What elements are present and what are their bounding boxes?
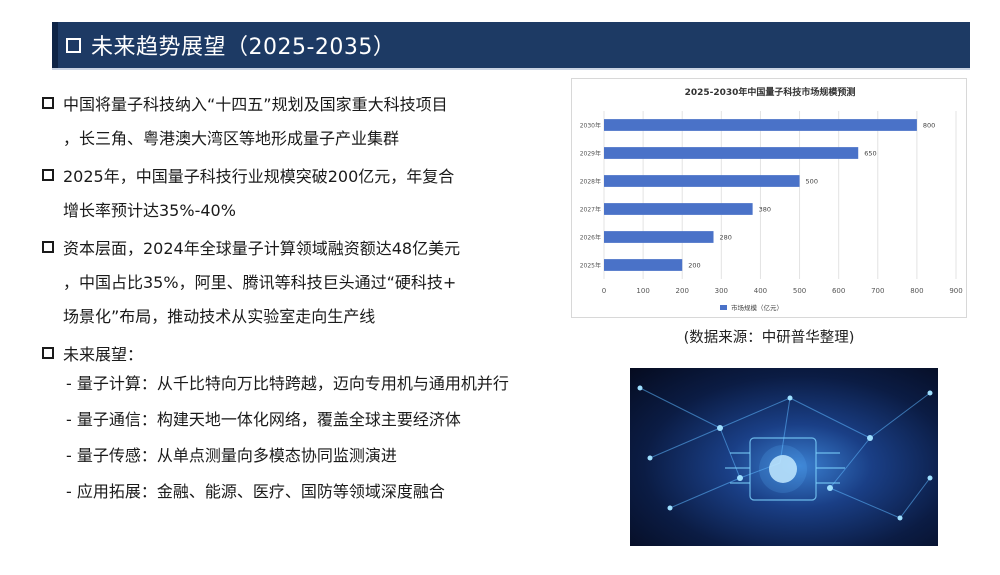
bullet-line: 未来展望：	[63, 345, 144, 364]
hollow-square-icon	[66, 37, 81, 53]
data-label: 200	[688, 262, 700, 270]
outlook-sub-list: - 量子计算：从千比特向万比特跨越，迈向专用机与通用机并行 - 量子通信：构建天地…	[66, 366, 606, 510]
x-tick-label: 800	[910, 287, 923, 295]
bar	[604, 147, 859, 159]
bullet-text: 资本层面，2024年全球量子计算领域融资额达48亿美元 ，中国占比35%，阿里、腾…	[63, 232, 543, 334]
bar	[604, 231, 714, 243]
x-tick-label: 400	[754, 287, 767, 295]
bullet-item: 中国将量子科技纳入“十四五”规划及国家重大科技项目 ，长三角、粤港澳大湾区等地形成…	[42, 88, 562, 156]
bullet-item: 未来展望：	[42, 338, 562, 372]
bullet-list: 中国将量子科技纳入“十四五”规划及国家重大科技项目 ，长三角、粤港澳大湾区等地形成…	[42, 88, 562, 376]
x-tick-label: 100	[636, 287, 649, 295]
circuit-network-image	[630, 368, 938, 546]
bullet-item: 2025年，中国量子科技行业规模突破200亿元，年复合 增长率预计达35%-40%	[42, 160, 562, 228]
x-tick-label: 200	[676, 287, 689, 295]
legend-swatch	[720, 305, 727, 310]
bar	[604, 175, 800, 187]
data-label: 500	[806, 178, 818, 186]
bar	[604, 259, 683, 271]
outlook-sub-item: - 量子计算：从千比特向万比特跨越，迈向专用机与通用机并行	[66, 374, 509, 393]
page-title: 未来趋势展望（2025-2035）	[91, 35, 396, 60]
x-tick-label: 500	[793, 287, 806, 295]
source-note: (数据来源：中研普华整理)	[683, 330, 855, 346]
x-tick-label: 900	[949, 287, 962, 295]
hollow-square-icon	[42, 347, 54, 359]
bar	[604, 203, 753, 215]
chart-svg: 2025-2030年中国量子科技市场规模预测 0 100 200 300 400 500 60…	[580, 86, 963, 312]
legend-label: 市场规模（亿元）	[731, 303, 783, 312]
y-tick-label: 2027年	[580, 206, 601, 214]
y-tick-label: 2029年	[580, 150, 601, 158]
y-tick-label: 2028年	[580, 178, 601, 186]
bullet-line: 增长率预计达35%-40%	[63, 201, 236, 220]
y-tick-label: 2025年	[580, 262, 601, 270]
bullet-item: 资本层面，2024年全球量子计算领域融资额达48亿美元 ，中国占比35%，阿里、腾…	[42, 232, 562, 334]
data-label: 800	[923, 122, 935, 130]
x-tick-label: 300	[715, 287, 728, 295]
bullet-text: 中国将量子科技纳入“十四五”规划及国家重大科技项目 ，长三角、粤港澳大湾区等地形成…	[63, 88, 543, 156]
bullet-line: ，中国占比35%，阿里、腾讯等科技巨头通过“硬科技+	[63, 273, 457, 292]
market-chart: 2025-2030年中国量子科技市场规模预测 0 100 200 300 400 500 60…	[571, 78, 967, 318]
bullet-text: 2025年，中国量子科技行业规模突破200亿元，年复合 增长率预计达35%-40%	[63, 160, 543, 228]
data-label: 650	[864, 150, 876, 158]
y-tick-label: 2030年	[580, 122, 601, 130]
bullet-line: 资本层面，2024年全球量子计算领域融资额达48亿美元	[63, 239, 461, 258]
circuit-network-icon	[637, 385, 933, 521]
data-label: 280	[720, 234, 732, 242]
hollow-square-icon	[42, 97, 54, 109]
x-tick-label: 700	[871, 287, 884, 295]
hollow-square-icon	[42, 169, 54, 181]
bullet-text: 未来展望：	[63, 338, 543, 372]
outlook-sub-item: - 量子传感：从单点测量向多模态协同监测演进	[66, 446, 397, 465]
bullet-line: 中国将量子科技纳入“十四五”规划及国家重大科技项目	[63, 95, 448, 114]
outlook-sub-item: - 量子通信：构建天地一体化网络，覆盖全球主要经济体	[66, 410, 461, 429]
bullet-line: 场景化”布局，推动技术从实验室走向生产线	[63, 307, 376, 326]
outlook-sub-item: - 应用拓展：金融、能源、医疗、国防等领域深度融合	[66, 482, 445, 501]
x-tick-label: 600	[832, 287, 845, 295]
bar	[604, 119, 917, 131]
hollow-square-icon	[42, 241, 54, 253]
y-tick-label: 2026年	[580, 234, 601, 242]
title-bar: 未来趋势展望（2025-2035）	[52, 22, 970, 68]
title-accent	[52, 22, 58, 68]
data-label: 380	[759, 206, 771, 214]
bullet-line: ，长三角、粤港澳大湾区等地形成量子产业集群	[63, 129, 400, 148]
x-tick-label: 0	[602, 287, 606, 295]
bullet-line: 2025年，中国量子科技行业规模突破200亿元，年复合	[63, 167, 455, 186]
title-underline	[52, 68, 970, 70]
chart-title: 2025-2030年中国量子科技市场规模预测	[685, 86, 856, 98]
